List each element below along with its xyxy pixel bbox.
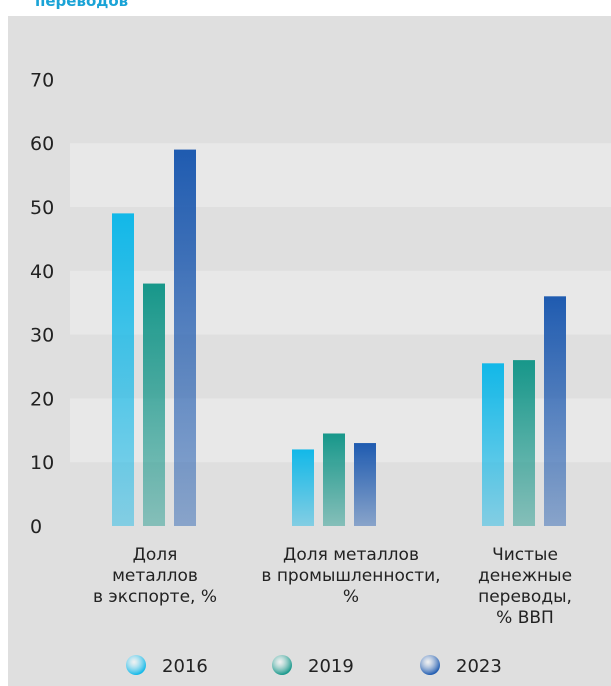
legend-label-2023: 2023	[456, 656, 502, 677]
y-tick-label: 0	[30, 516, 42, 538]
bar-2023-cat1	[174, 149, 196, 526]
bar-2023-cat2	[354, 443, 376, 526]
category-label: Чистые денежные переводы,% ВВП	[478, 545, 572, 628]
y-tick-label: 30	[30, 325, 54, 347]
y-tick-label: 70	[30, 69, 54, 91]
y-tick-label: 10	[30, 452, 54, 474]
legend-label-2019: 2019	[308, 656, 354, 677]
grid-band	[70, 143, 611, 207]
category-label: Доля металлов в экспорте, %	[93, 545, 217, 607]
category-label: Доля металлов в промышленности,%	[261, 545, 440, 607]
bars	[112, 149, 566, 526]
bar-2023-cat3	[544, 296, 566, 526]
chart-panel	[8, 16, 611, 686]
legend-marker-2016	[126, 655, 146, 675]
bar-2019-cat1	[143, 283, 165, 526]
bar-2016-cat2	[292, 449, 314, 526]
legend: 2016 2019 2023	[126, 655, 502, 677]
bar-2019-cat2	[323, 433, 345, 526]
bar-2019-cat3	[513, 360, 535, 526]
legend-marker-2023	[420, 655, 440, 675]
y-tick-label: 60	[30, 133, 54, 155]
legend-label-2016: 2016	[162, 656, 208, 677]
y-tick-label: 20	[30, 388, 54, 410]
x-axis-labels: Доля металлов в экспорте, % Доля металлов в …	[93, 545, 572, 628]
y-tick-label: 40	[30, 261, 54, 283]
y-axis: 0 10 20 30 40 50 60 70	[30, 69, 54, 538]
chart-title-fragment: переводов	[35, 0, 129, 10]
bar-2016-cat1	[112, 213, 134, 526]
y-tick-label: 50	[30, 197, 54, 219]
legend-marker-2019	[272, 655, 292, 675]
bar-2016-cat3	[482, 363, 504, 526]
